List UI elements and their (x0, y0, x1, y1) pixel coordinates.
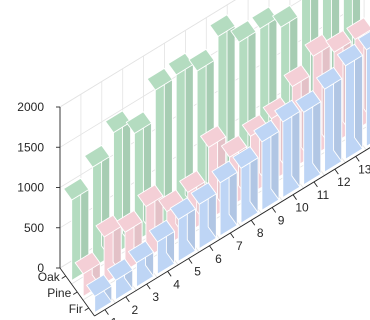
x-tick-label: 11 (317, 188, 330, 202)
bar-fir-4 (148, 219, 175, 275)
bar-top-face (251, 6, 278, 30)
bar-top-face (86, 274, 113, 297)
bar-top-face (357, 30, 370, 51)
y-tick-label: Oak (38, 270, 61, 284)
bar-top-face (209, 14, 236, 37)
bar-top-face (325, 30, 352, 53)
bar-top-face (211, 160, 238, 184)
x-tick-mark (125, 296, 130, 303)
bar-fir-7 (211, 160, 238, 237)
bar-top-face (148, 219, 175, 243)
x-tick-mark (355, 156, 360, 162)
bar-top-face (95, 214, 122, 238)
x-tick-mark (292, 194, 297, 200)
x-tick-mark (313, 181, 318, 188)
y-tick-label: Pine (47, 286, 71, 300)
z-tick-label: 0 (37, 261, 44, 275)
bar-top-face (190, 182, 217, 205)
bar-top-face (146, 67, 173, 91)
bar-fir-1 (86, 274, 113, 313)
x-tick-label: 6 (215, 252, 222, 266)
bar-top-face (253, 119, 280, 143)
x-axis-tick-labels: 1234567891011121314 (111, 162, 370, 320)
x-tick-label: 7 (236, 239, 243, 253)
y-tick-label: Fir (69, 302, 83, 316)
x-tick-label: 13 (358, 162, 370, 176)
x-tick-label: 1 (111, 316, 118, 320)
bar-top-face (220, 135, 248, 158)
x-tick-mark (104, 309, 109, 315)
x-tick-mark (146, 283, 151, 290)
x-tick-mark (271, 207, 277, 213)
bar-top-face (232, 146, 259, 169)
x-tick-mark (209, 245, 214, 252)
x-tick-label: 2 (132, 303, 139, 317)
bar-fir-2 (107, 258, 134, 301)
bar-top-face (127, 240, 155, 264)
bar-top-face (346, 17, 370, 40)
bar-fir-13 (336, 43, 364, 160)
bar-fir-3 (127, 240, 155, 288)
bar-top-face (274, 99, 301, 123)
bar-fir-8 (232, 146, 259, 224)
z-tick-label: 500 (24, 221, 44, 235)
bar-top-face (125, 111, 152, 134)
x-tick-label: 8 (257, 226, 264, 240)
bar-top-face (316, 66, 343, 90)
bar-top-face (200, 125, 227, 148)
bar-front-face (365, 47, 370, 147)
x-tick-label: 4 (173, 277, 180, 291)
bar-fir-11 (295, 90, 322, 186)
x-axis-line (94, 147, 370, 317)
bar-top-face (188, 48, 215, 72)
z-tick-label: 1000 (17, 181, 44, 195)
z-tick-label: 1500 (17, 140, 44, 154)
bar-top-face (104, 110, 132, 134)
bar-top-face (304, 34, 331, 57)
bar-top-face (295, 90, 322, 113)
bar-fir-5 (169, 197, 196, 262)
x-tick-label: 9 (278, 213, 285, 227)
x-tick-label: 12 (337, 175, 351, 189)
bar-top-face (169, 197, 196, 220)
z-grid-line (59, 0, 236, 108)
x-tick-mark (188, 258, 193, 264)
bar-fir-12 (316, 66, 343, 173)
chart-axes (56, 106, 370, 317)
bar-top-face (84, 144, 111, 168)
bar-top-face (336, 43, 364, 67)
z-axis-tick-labels: 0 500 1000 1500 2000 (17, 100, 44, 275)
z-tick-label: 2000 (17, 100, 44, 114)
bar-fir-10 (274, 99, 301, 198)
bar-fir-14 (357, 30, 370, 147)
chart-bars (63, 0, 370, 313)
x-tick-mark (334, 168, 339, 175)
x-tick-mark (167, 271, 172, 277)
x-tick-label: 5 (194, 265, 201, 279)
bar-top-face (167, 52, 194, 76)
x-tick-label: 3 (152, 290, 159, 304)
bar-fir-9 (253, 119, 280, 211)
bar-top-face (63, 177, 90, 201)
x-tick-label: 10 (295, 201, 309, 215)
bar-top-face (230, 20, 257, 43)
bar-top-face (272, 5, 299, 28)
y-tick-mark (73, 291, 78, 295)
bar-top-face (283, 64, 310, 88)
y-tick-mark (84, 307, 89, 311)
bar-top-face (107, 258, 134, 281)
bar-top-face (137, 184, 164, 208)
bar-fir-6 (190, 182, 217, 250)
bar-top-face (74, 251, 101, 275)
x-tick-mark (229, 232, 235, 239)
bar-top-face (179, 170, 206, 193)
x-tick-mark (250, 219, 256, 226)
y-tick-mark (61, 275, 66, 279)
y-axis-tick-labels: Oak Pine Fir (38, 270, 83, 316)
bar-top-face (116, 210, 143, 233)
